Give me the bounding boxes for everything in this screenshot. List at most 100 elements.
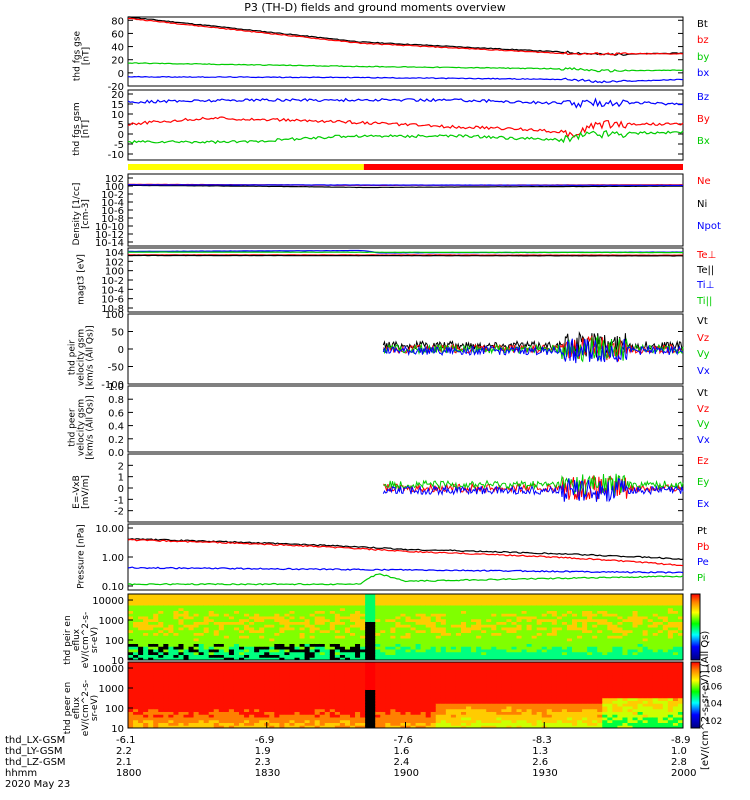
heatmap-cell	[183, 654, 190, 658]
heatmap-cell	[541, 662, 548, 666]
heatmap-cell	[435, 708, 442, 712]
heatmap-cell	[344, 662, 351, 666]
heatmap-cell	[410, 708, 417, 712]
heatmap-cell	[334, 651, 341, 655]
heatmap-cell	[486, 725, 492, 729]
heatmap-cell	[486, 613, 492, 617]
heatmap-cell	[203, 605, 210, 609]
heatmap-cell	[445, 722, 452, 726]
heatmap-cell	[163, 708, 169, 712]
heatmap-cell	[299, 599, 306, 603]
heatmap-cell	[355, 684, 361, 688]
heatmap-cell	[173, 689, 179, 693]
heatmap-cell	[163, 621, 169, 625]
heatmap-cell	[334, 662, 341, 666]
heatmap-cell	[491, 599, 497, 603]
heatmap-cell	[551, 651, 558, 655]
heatmap-cell	[314, 602, 321, 606]
heatmap-cell	[455, 605, 462, 609]
heatmap-cell	[294, 670, 301, 674]
heatmap-cell	[244, 602, 250, 606]
heatmap-cell	[647, 594, 654, 598]
heatmap-cell	[178, 596, 184, 600]
heatmap-cell	[294, 649, 301, 653]
heatmap-cell	[138, 722, 144, 726]
heatmap-cell	[158, 607, 164, 611]
heatmap-cell	[178, 675, 184, 679]
heatmap-cell	[612, 599, 618, 603]
heatmap-cell	[400, 703, 406, 707]
heatmap-cell	[344, 708, 351, 712]
heatmap-cell	[284, 725, 290, 729]
heatmap-cell	[516, 675, 523, 679]
heatmap-cell	[481, 602, 487, 606]
heatmap-cell	[612, 621, 618, 625]
heatmap-cell	[390, 651, 396, 655]
heatmap-cell	[521, 684, 528, 688]
heatmap-cell	[203, 613, 210, 617]
heatmap-cell	[289, 643, 295, 647]
heatmap-cell	[577, 670, 583, 674]
heatmap-cell	[254, 649, 260, 653]
heatmap-cell	[259, 725, 265, 729]
heatmap-cell	[183, 689, 190, 693]
heatmap-cell	[536, 627, 543, 631]
heatmap-cell	[188, 678, 195, 682]
heatmap-cell	[511, 686, 517, 690]
heatmap-cell	[213, 596, 220, 600]
heatmap-cell	[395, 640, 401, 644]
heatmap-cell	[385, 643, 391, 647]
heatmap-cell	[455, 692, 462, 696]
heatmap-cell	[350, 725, 356, 729]
heatmap-cell	[607, 602, 613, 606]
heatmap-cell	[339, 607, 346, 611]
heatmap-cell	[213, 700, 220, 704]
heatmap-cell	[466, 662, 472, 666]
heatmap-cell	[350, 670, 356, 674]
heatmap-cell	[511, 616, 517, 620]
heatmap-cell	[471, 599, 477, 603]
heatmap-cell	[556, 667, 563, 671]
heatmap-cell	[314, 667, 321, 671]
heatmap-cell	[395, 700, 401, 704]
heatmap-cell	[556, 686, 563, 690]
heatmap-cell	[425, 594, 432, 598]
heatmap-cell	[420, 684, 427, 688]
heatmap-cell	[400, 629, 406, 633]
heatmap-cell	[213, 594, 220, 598]
heatmap-cell	[647, 613, 654, 617]
heatmap-cell	[319, 618, 326, 622]
heatmap-cell	[415, 670, 422, 674]
heatmap-cell	[138, 684, 144, 688]
heatmap-cell	[218, 613, 225, 617]
heatmap-cell	[375, 717, 381, 721]
heatmap-cell	[299, 719, 306, 723]
heatmap-cell	[218, 594, 225, 598]
heatmap-cell	[269, 689, 275, 693]
heatmap-cell	[178, 678, 184, 682]
heatmap-cell	[672, 638, 679, 642]
heatmap-cell	[486, 635, 492, 639]
heatmap-cell	[143, 711, 149, 715]
heatmap-cell	[294, 607, 301, 611]
heatmap-cell	[168, 632, 174, 636]
heatmap-cell	[228, 667, 235, 671]
heatmap-cell	[551, 678, 558, 682]
heatmap-cell	[546, 678, 553, 682]
heatmap-cell	[178, 708, 184, 712]
heatmap-cell	[218, 638, 225, 642]
heatmap-cell	[249, 714, 255, 718]
heatmap-cell	[561, 638, 568, 642]
heatmap-cell	[566, 624, 573, 628]
heatmap-cell	[365, 681, 371, 685]
heatmap-cell	[294, 686, 301, 690]
heatmap-cell	[344, 692, 351, 696]
heatmap-cell	[501, 689, 507, 693]
y-tick-label: 0	[118, 130, 124, 141]
heatmap-cell	[476, 616, 482, 620]
heatmap-cell	[128, 621, 134, 625]
heatmap-cell	[274, 697, 280, 701]
heatmap-cell	[168, 596, 174, 600]
heatmap-cell	[269, 618, 275, 622]
heatmap-cell	[476, 700, 482, 704]
